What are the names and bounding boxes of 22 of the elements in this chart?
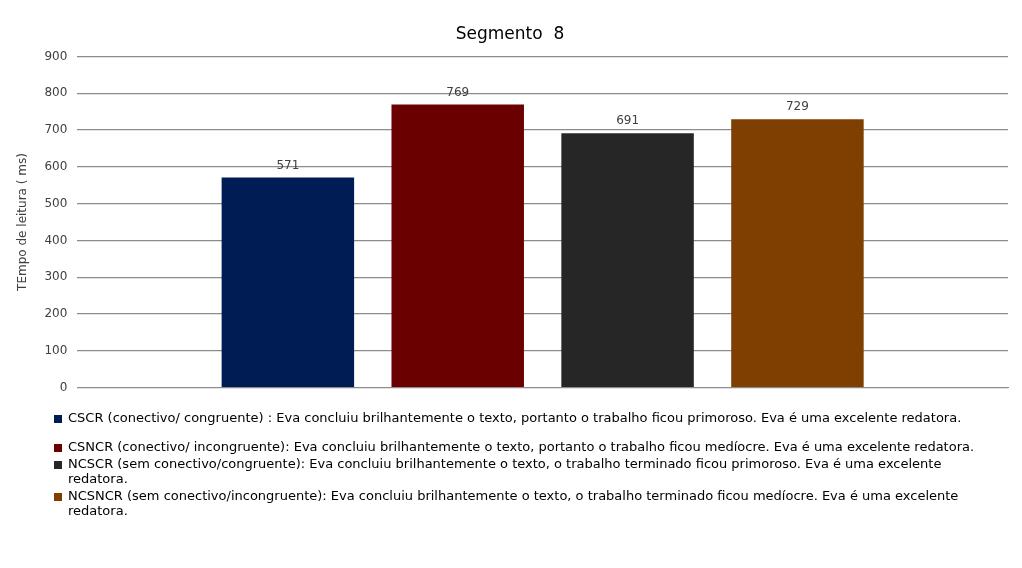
legend-label: NCSCR (sem conectivo/congruente): Eva concluiu brilhantemente o texto, o trabalho terminado ficou primoroso. Eva é uma excelente redatora.: [68, 456, 943, 486]
data-label: 729: [785, 99, 809, 114]
legend-label: NCSNCR (sem conectivo/incongruente): Eva concluiu brilhantemente o texto, o trabalho terminado ficou medíocre. Eva é uma excelente redatora.: [68, 488, 960, 518]
y-tick-label: 100: [44, 342, 68, 357]
y-tick-label: 0: [59, 379, 68, 394]
y-tick-label: 700: [44, 122, 68, 137]
y-tick-label: 400: [44, 232, 68, 247]
y-tick-label: 600: [44, 158, 68, 173]
bar: [731, 119, 864, 387]
bar: [221, 177, 355, 387]
data-label: 691: [616, 113, 640, 128]
legend-label: CSNCR (conectivo/ incongruente): Eva concluiu brilhantemente o texto, portanto o trabalho ficou medíocre. Eva é uma excelente redatora.: [68, 439, 975, 454]
y-axis-title: TEmpo de leitura ( ms): [15, 153, 30, 292]
chart-title: Segmento 8: [455, 22, 565, 43]
y-tick-label: 900: [44, 48, 68, 63]
y-tick-label: 200: [44, 306, 68, 321]
legend-label: CSCR (conectivo/ congruente) : Eva concluiu brilhantemente o texto, portanto o trabalho ficou primoroso. Eva é uma excelente redatora.: [68, 410, 962, 425]
y-tick-label: 300: [44, 269, 68, 284]
bar: [561, 133, 694, 387]
bar: [391, 104, 524, 387]
y-tick-label: 500: [44, 195, 68, 210]
y-tick-label: 800: [44, 85, 68, 100]
